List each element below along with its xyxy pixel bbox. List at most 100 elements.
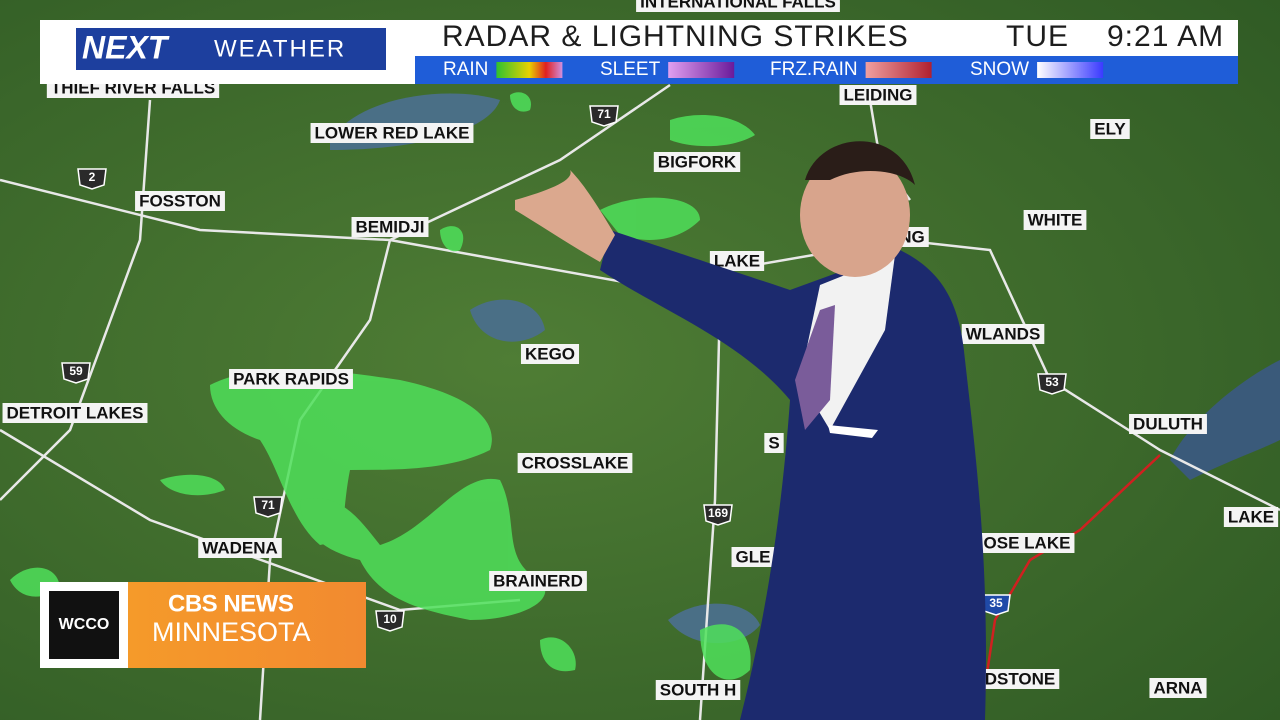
- head: [800, 153, 910, 277]
- place-box: [961, 324, 1045, 344]
- region: MINNESOTA: [152, 617, 311, 647]
- place-label: ELY: [1090, 119, 1130, 139]
- shield-number: 71: [597, 107, 611, 121]
- place-label: DETROIT LAKES: [2, 403, 148, 423]
- place-name: WHITE: [1028, 210, 1083, 229]
- place-box: [520, 344, 580, 364]
- station: WCCO: [59, 616, 110, 633]
- shield-shape: [703, 504, 733, 526]
- shield-number: 71: [261, 498, 275, 512]
- shield-shape: [589, 105, 619, 127]
- place-box: [980, 669, 1060, 689]
- place-box: [655, 680, 741, 700]
- place-label: KEGO: [520, 344, 580, 364]
- place-box: [489, 571, 587, 591]
- place-label: LAKE: [1223, 507, 1279, 527]
- legend-swatch: [1037, 62, 1104, 78]
- place-box: [979, 533, 1075, 553]
- title: RADAR & LIGHTNING STRIKES: [442, 20, 909, 53]
- place-name: ARNA: [1153, 678, 1202, 697]
- place-name: DSTONE: [985, 669, 1056, 688]
- place-name: DETROIT LAKES: [7, 403, 144, 422]
- shield-shape: [375, 610, 405, 632]
- time: 9:21 AM: [1107, 20, 1224, 53]
- place-box: [135, 191, 225, 211]
- place-box: [229, 369, 353, 389]
- logo-square: [49, 591, 119, 659]
- place-box: [1129, 414, 1207, 434]
- lake: [470, 299, 545, 342]
- place-label: LOWER RED LAKE: [310, 123, 474, 143]
- place-name: WLANDS: [966, 324, 1041, 343]
- place-name: ELY: [1094, 119, 1126, 138]
- legend-label: FRZ.RAIN: [770, 59, 858, 80]
- brand-box: [76, 28, 386, 70]
- place-box: [839, 85, 917, 105]
- place-name: BIGFORK: [658, 152, 737, 171]
- place-label: BRAINERD: [489, 571, 587, 591]
- place-name: DULUTH: [1133, 414, 1203, 433]
- shield-number: 2: [89, 170, 96, 184]
- legend-swatch: [865, 62, 932, 78]
- place-name: S: [768, 433, 779, 452]
- place-name: KEGO: [525, 344, 575, 363]
- place-box: [1223, 507, 1279, 527]
- place-name: INTERNATIONAL FALLS: [640, 0, 836, 11]
- place-name: CROSSLAKE: [522, 453, 629, 472]
- place-box: [517, 453, 633, 473]
- place-label: DSTONE: [980, 669, 1060, 689]
- place-label: INTERNATIONAL FALLS: [636, 0, 840, 12]
- place-box: [764, 433, 784, 453]
- interstate: [978, 454, 1161, 720]
- meteorologist: [515, 141, 986, 720]
- place-label: BIGFORK: [653, 152, 741, 172]
- shield-shape: [1037, 373, 1067, 395]
- suit: [600, 230, 986, 720]
- legend-label: RAIN: [443, 59, 488, 80]
- logo-banner: [128, 582, 366, 668]
- place-name: PARK RAPIDS: [233, 369, 349, 388]
- place-box: [1090, 119, 1130, 139]
- shield-shape: [253, 496, 283, 518]
- place-box: [198, 538, 282, 558]
- legend-label: SNOW: [970, 59, 1029, 80]
- hair: [805, 141, 915, 185]
- place-name: BRAINERD: [493, 571, 583, 590]
- tie: [795, 305, 835, 430]
- place-label: BEMIDJI: [351, 217, 429, 237]
- place-label: ARNA: [1149, 678, 1207, 698]
- shield-number: 10: [383, 612, 397, 626]
- place-label: LEIDING: [839, 85, 917, 105]
- network: CBS NEWS: [168, 590, 294, 617]
- place-box: [1149, 678, 1207, 698]
- place-box: [653, 152, 741, 172]
- place-name: GLE: [736, 547, 771, 566]
- place-name: BEMIDJI: [356, 217, 425, 236]
- place-box: [2, 403, 148, 423]
- shield-shape: [77, 168, 107, 190]
- shield-number: 169: [708, 506, 728, 520]
- place-name: WADENA: [202, 538, 278, 557]
- place-name: LAKE: [714, 251, 760, 270]
- place-label: SOUTH H: [655, 680, 741, 700]
- legend-swatch: [496, 62, 563, 78]
- place-name: FOSSTON: [139, 191, 221, 210]
- place-label: PARK RAPIDS: [229, 369, 353, 389]
- place-box: [636, 0, 840, 12]
- place-label: GLE: [731, 547, 775, 567]
- place-box: [1023, 210, 1087, 230]
- station-logo: WCCO CBS NEWS MINNESOTA: [40, 582, 366, 668]
- shield-number: 59: [69, 364, 83, 378]
- header: NEXT WEATHER RADAR & LIGHTNING STRIKES T…: [40, 20, 1238, 84]
- place-label: WLANDS: [961, 324, 1045, 344]
- place-name: LAKE: [1228, 507, 1274, 526]
- shield-shape: [61, 362, 91, 384]
- brand-next: NEXT: [82, 29, 170, 65]
- place-label: WADENA: [198, 538, 282, 558]
- place-label: FOSSTON: [135, 191, 225, 211]
- place-label: WHITE: [1023, 210, 1087, 230]
- legend-swatch: [668, 62, 735, 78]
- place-name: LEIDING: [844, 85, 913, 104]
